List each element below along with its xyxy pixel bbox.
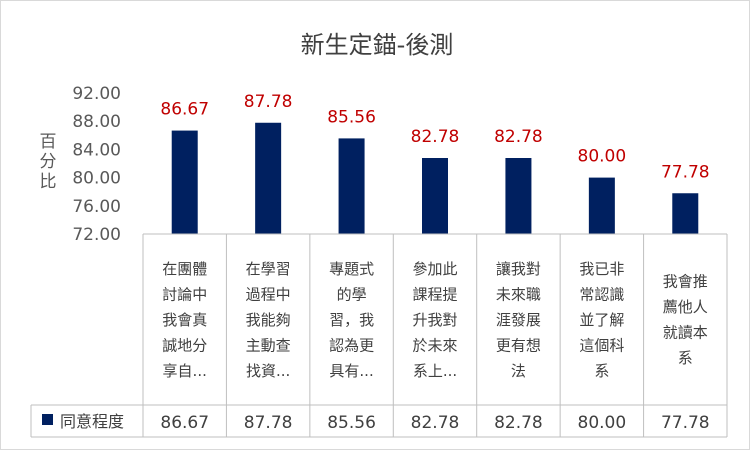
y-tick-label: 92.00 xyxy=(72,84,121,104)
category-label: 我已非常認識並了解這個科系 xyxy=(579,260,624,380)
bar xyxy=(422,158,448,234)
table-value: 86.67 xyxy=(160,413,209,433)
category-label: 讓我對未來職涯發展更有想法 xyxy=(496,260,541,380)
bar xyxy=(588,177,615,234)
category-label: 參加此課程提升我對於未來系上... xyxy=(412,260,457,380)
y-tick-label: 80.00 xyxy=(72,169,121,189)
bar xyxy=(505,158,532,234)
bar xyxy=(171,130,198,234)
y-tick-label: 72.00 xyxy=(72,225,121,245)
legend-key xyxy=(42,414,53,425)
data-label: 77.78 xyxy=(661,162,710,182)
table-value: 87.78 xyxy=(244,413,293,433)
y-axis-label: 百分比 xyxy=(40,132,57,192)
chart-title: 新生定錨-後測 xyxy=(301,31,454,59)
data-labels: 86.67 87.78 85.56 82.78 82.78 80.00 77.78 xyxy=(160,92,709,183)
data-label: 80.00 xyxy=(578,147,627,167)
table-value: 77.78 xyxy=(661,413,710,433)
y-tick-label: 84.00 xyxy=(72,140,121,160)
y-axis-label-char: 比 xyxy=(40,172,57,192)
y-axis-label-char: 百 xyxy=(40,132,57,152)
bar xyxy=(255,122,282,234)
category-label: 我會推薦他人就讀本系 xyxy=(663,273,708,368)
bar-series xyxy=(171,122,699,234)
y-axis-label-char: 分 xyxy=(40,152,57,172)
data-label: 86.67 xyxy=(160,100,209,120)
data-label: 82.78 xyxy=(411,127,460,147)
table-value: 82.78 xyxy=(411,413,460,433)
legend-label: 同意程度 xyxy=(60,412,124,431)
data-label: 85.56 xyxy=(327,107,376,127)
category-label: 在學習過程中我能夠主動查找資... xyxy=(246,260,291,380)
y-tick-label: 88.00 xyxy=(72,112,121,132)
category-label: 在團體討論中我會真誠地分享自... xyxy=(162,260,207,380)
data-label: 82.78 xyxy=(494,127,543,147)
data-table: 在團體討論中我會真誠地分享自... 在學習過程中我能夠主動查找資... 專題式的學習… xyxy=(30,233,728,438)
category-label: 專題式的學習，我認為更具有... xyxy=(329,260,374,380)
bar xyxy=(672,193,699,234)
bar xyxy=(338,138,365,234)
y-axis: 72.00 76.00 80.00 84.00 88.00 92.00 xyxy=(72,84,121,245)
data-label: 87.78 xyxy=(244,92,293,112)
y-tick-label: 76.00 xyxy=(72,197,121,217)
table-value: 85.56 xyxy=(327,413,376,433)
table-value: 82.78 xyxy=(494,413,543,433)
table-value: 80.00 xyxy=(578,413,627,433)
